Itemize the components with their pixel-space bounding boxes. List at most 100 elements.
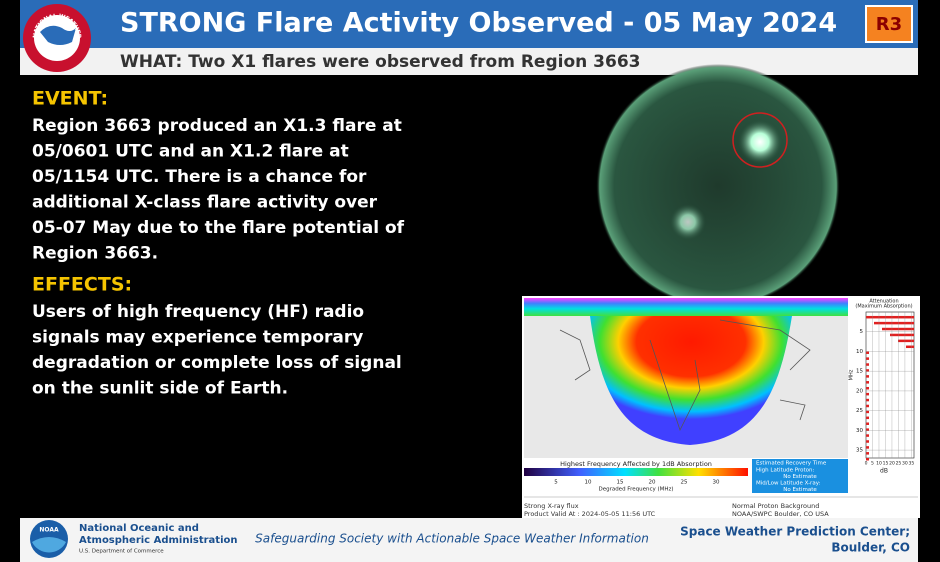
atten-ytick: 30 — [856, 428, 863, 434]
recovery-box — [752, 459, 848, 493]
atten-bar — [866, 416, 869, 420]
atten-bar — [866, 357, 869, 360]
atten-bar — [866, 398, 869, 402]
org-name: Atmospheric Administration — [79, 535, 238, 546]
colorbar-tick: 20 — [649, 480, 656, 486]
colorbar-tick: 15 — [617, 480, 624, 486]
atten-bar — [866, 375, 869, 378]
recovery-line: No Estimate — [783, 487, 817, 493]
atten-bar — [866, 351, 869, 354]
scale-label: R3 — [876, 14, 902, 35]
atten-xtick: 5 — [871, 461, 874, 467]
center-name: Space Weather Prediction Center; — [680, 525, 910, 539]
atten-bar — [866, 458, 869, 461]
atten-bar — [866, 428, 869, 431]
colorbar-title: Highest Frequency Affected by 1dB Absorp… — [560, 460, 712, 468]
body-line: 05/1154 UTC. There is a chance for — [32, 167, 367, 187]
noaa-logo-wave — [32, 537, 66, 553]
atten-bar — [866, 410, 869, 414]
recovery-line: High Latitude Proton: — [756, 468, 815, 474]
atten-ytick: 15 — [856, 369, 863, 375]
body-line: Region 3663 produced an X1.3 flare at — [32, 116, 402, 136]
drap-footer: Product Valid At : 2024-05-05 11:56 UTC — [524, 510, 656, 518]
region-marker — [732, 112, 788, 168]
recovery-line: No Estimate — [783, 474, 817, 480]
colorbar-label: Degraded Frequency (MHz) — [598, 487, 673, 493]
center-location: Boulder, CO — [831, 541, 910, 555]
subtitle-bar — [20, 48, 918, 75]
atten-xtick: 15 — [883, 461, 889, 467]
body-line: 05-07 May due to the flare potential of — [32, 218, 405, 238]
title-bar — [20, 0, 918, 48]
drap-footer: NOAA/SWPC Boulder, CO USA — [732, 510, 829, 518]
atten-bar — [866, 392, 869, 396]
atten-xtick: 20 — [889, 461, 895, 467]
atten-bar — [866, 363, 869, 366]
atten-bar — [874, 321, 914, 325]
atten-ytick: 5 — [860, 329, 864, 335]
noaa-logo-text: NOAA — [39, 527, 59, 534]
colorbar-tick: 10 — [585, 480, 592, 486]
org-dept: U.S. Department of Commerce — [79, 549, 164, 555]
colorbar-tick: 30 — [713, 480, 720, 486]
tagline: Safeguarding Society with Actionable Spa… — [255, 532, 649, 546]
body-line: signals may experience temporary — [32, 328, 363, 348]
drap-absorption — [590, 316, 792, 445]
sun-image — [596, 64, 840, 308]
atten-bar — [866, 446, 869, 449]
atten-xtick: 35 — [909, 461, 915, 467]
atten-bar — [906, 345, 914, 349]
scale-badge — [865, 5, 913, 43]
atten-ytick: 10 — [856, 349, 863, 355]
atten-bar — [866, 315, 914, 319]
active-region — [738, 120, 782, 164]
title: STRONG Flare Activity Observed - 05 May … — [120, 8, 837, 39]
section-heading: EVENT: — [32, 88, 108, 110]
body-line: Region 3663. — [32, 244, 158, 264]
body-line: additional X-class flare activity over — [32, 193, 378, 213]
atten-ytick: 35 — [856, 448, 863, 454]
atten-title: (Maximum Absorption) — [855, 304, 912, 310]
body-line: 05/0601 UTC and an X1.2 flare at — [32, 142, 349, 162]
colorbar-tick: 5 — [554, 480, 558, 486]
atten-bar — [866, 381, 869, 384]
footer-bar — [20, 518, 918, 562]
body-line: on the sunlit side of Earth. — [32, 379, 288, 399]
body-line: degradation or complete loss of signal — [32, 353, 402, 373]
atten-xtick: 30 — [902, 461, 908, 467]
atten-bar — [866, 422, 869, 425]
atten-bar — [866, 404, 869, 408]
atten-ytick: 20 — [856, 388, 863, 394]
colorbar-tick: 25 — [681, 480, 688, 486]
atten-bar — [866, 386, 869, 390]
org-name: National Oceanic and — [79, 523, 199, 534]
atten-title: Attenuation — [869, 299, 898, 305]
section-heading: EFFECTS: — [32, 274, 132, 296]
drap-polar-band — [524, 298, 848, 316]
atten-bar — [866, 452, 869, 455]
recovery-title: Estimated Recovery Time — [756, 461, 827, 467]
drap-footer: Strong X-ray flux — [524, 502, 579, 510]
atten-bar — [866, 434, 869, 437]
atten-xlabel: dB — [880, 468, 888, 475]
atten-bar — [866, 440, 869, 443]
atten-xtick: 0 — [865, 461, 868, 467]
subtitle: WHAT: Two X1 flares were observed from R… — [120, 52, 640, 72]
atten-bar — [866, 369, 869, 372]
atten-ylabel: MHz — [849, 369, 855, 380]
atten-ytick: 25 — [856, 408, 863, 414]
atten-bar — [898, 339, 914, 343]
colorbar — [524, 468, 748, 476]
recovery-line: Mid/Low Latitude X-ray: — [756, 481, 821, 487]
drap-coastlines — [559, 319, 811, 432]
drap-footer: Normal Proton Background — [732, 502, 819, 510]
atten-bar — [890, 333, 914, 337]
active-region — [670, 204, 706, 240]
atten-xtick: 25 — [896, 461, 902, 467]
nws-logo-cloud — [40, 25, 76, 45]
atten-xtick: 10 — [876, 461, 882, 467]
atten-panel — [850, 298, 918, 458]
atten-bar — [882, 327, 914, 331]
body-line: Users of high frequency (HF) radio — [32, 302, 364, 322]
